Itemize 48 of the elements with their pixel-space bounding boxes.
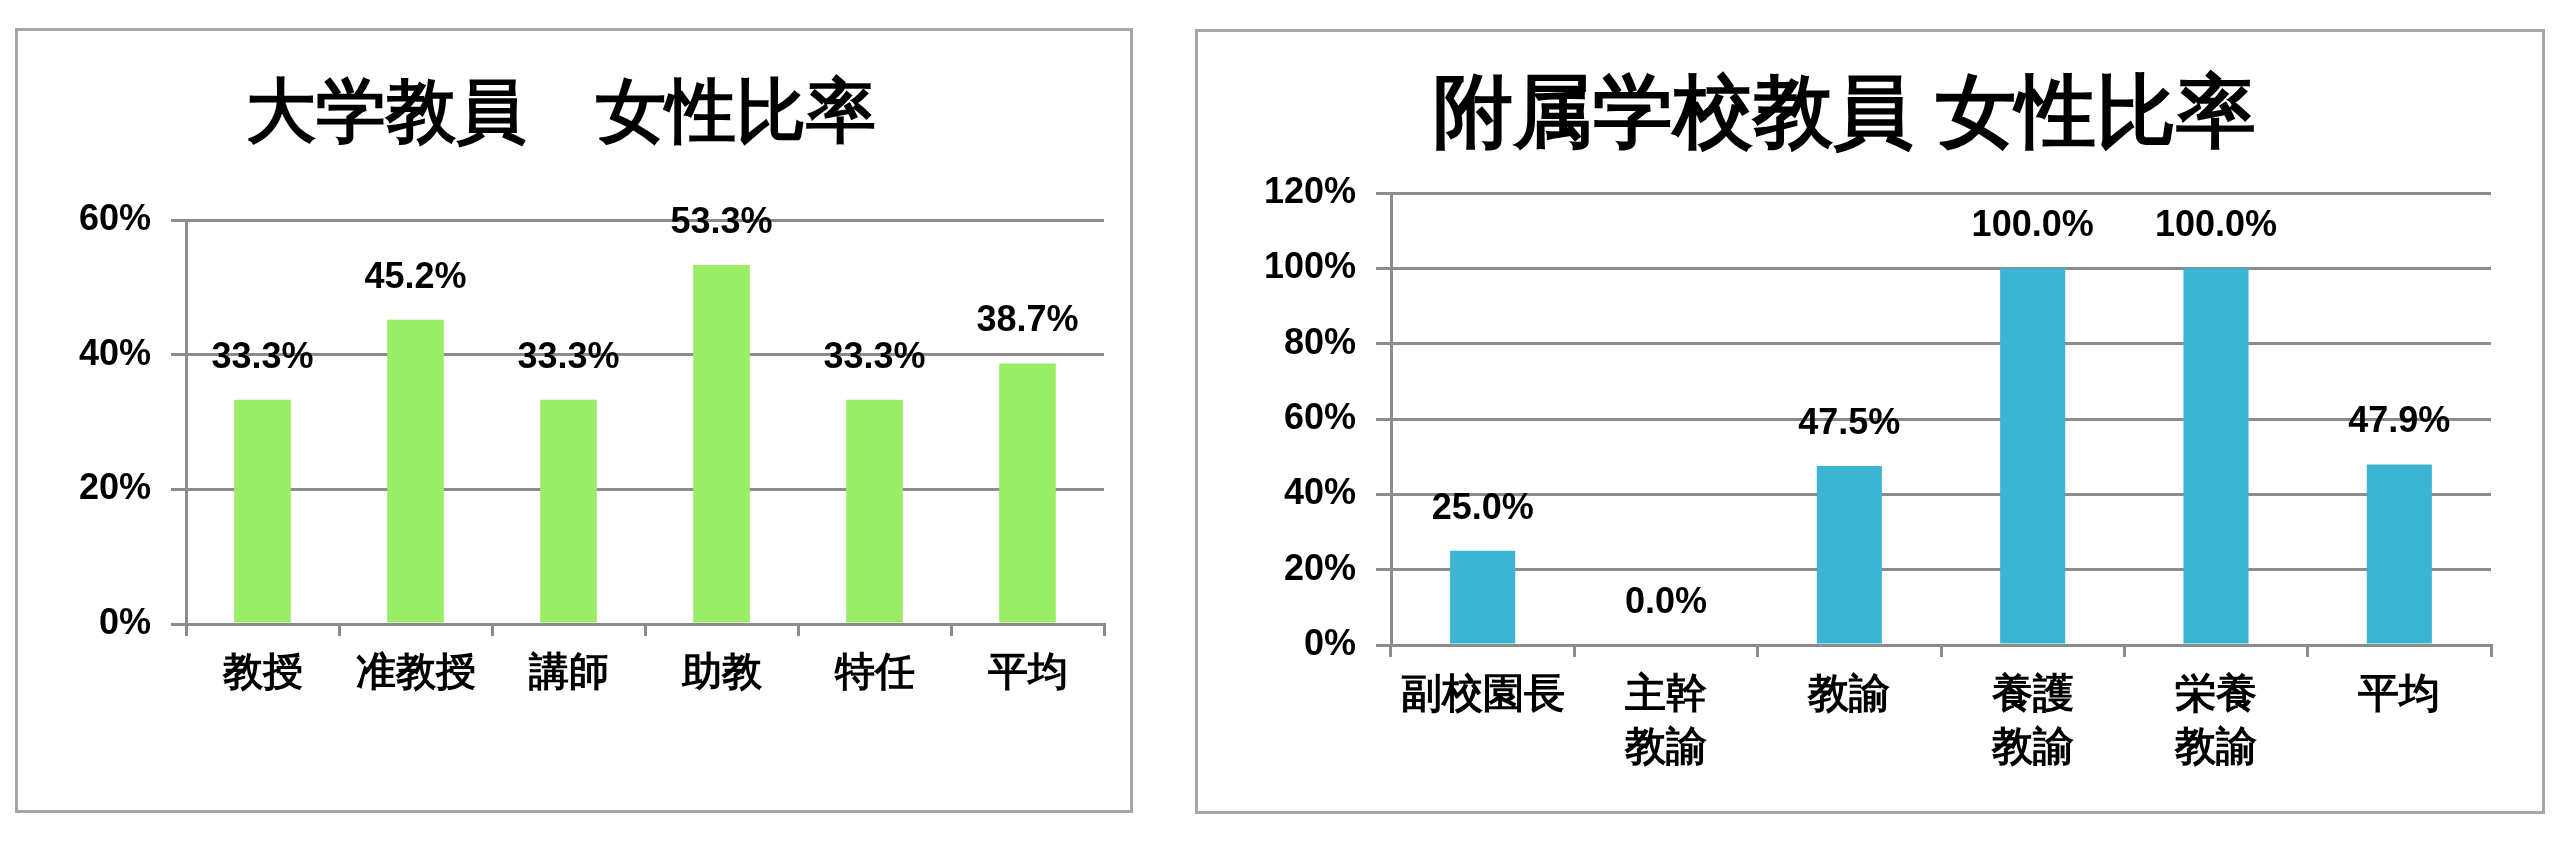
x-tick-label: 特任 [833,649,915,694]
x-tick-label: 養護教諭 [1990,669,2074,770]
x-tick-label: 平均 [2357,669,2441,716]
data-label: 100.0% [1971,203,2094,245]
y-tick-label: 20% [1283,546,1356,588]
bar [540,399,597,623]
x-tick-label: 講師 [527,649,609,694]
x-tick-label: 平均 [986,649,1068,694]
data-label: 53.3% [670,200,773,242]
bar [999,363,1056,623]
bar [1450,550,1516,644]
data-label: 33.3% [211,334,314,376]
data-label: 45.2% [364,254,467,296]
x-tick-label: 主幹教諭 [1624,669,1707,770]
y-tick-label: 20% [78,466,151,508]
bar [693,265,750,623]
x-tick-label: 副校園長 [1400,669,1565,716]
x-tick-label: 教授 [221,649,303,694]
y-tick-label: 120% [1263,169,1356,211]
bar [2183,268,2249,644]
x-tick-label: 教諭 [1807,669,1891,716]
bar [2366,464,2432,644]
x-tick-label: 助教 [680,649,763,694]
x-tick-label: 准教授 [355,649,476,694]
bar [1816,466,1882,644]
data-label: 38.7% [976,298,1079,340]
y-tick-label: 60% [78,196,151,238]
data-label: 47.5% [1798,401,1901,443]
data-label: 25.0% [1431,485,1534,527]
data-label: 47.9% [2348,399,2451,441]
y-tick-label: 40% [78,331,151,373]
y-tick-label: 100% [1263,245,1356,287]
y-tick-label: 0% [1303,621,1356,663]
bar [2000,268,2066,644]
data-label: 33.3% [517,334,620,376]
bar [387,319,444,623]
x-tick-label: 栄養教諭 [2174,669,2257,770]
y-tick-label: 0% [98,600,151,642]
chart-title: 附属学校教員 女性比率 [1433,67,2256,157]
y-tick-label: 60% [1283,395,1356,437]
data-label: 100.0% [2154,203,2278,245]
y-tick-label: 40% [1283,471,1356,513]
bar [234,399,291,623]
chart-title: 大学教員 女性比率 [246,72,876,151]
data-label: 0.0% [1624,579,1708,621]
y-tick-label: 80% [1283,320,1356,362]
bar [846,399,903,623]
data-label: 33.3% [823,334,926,376]
